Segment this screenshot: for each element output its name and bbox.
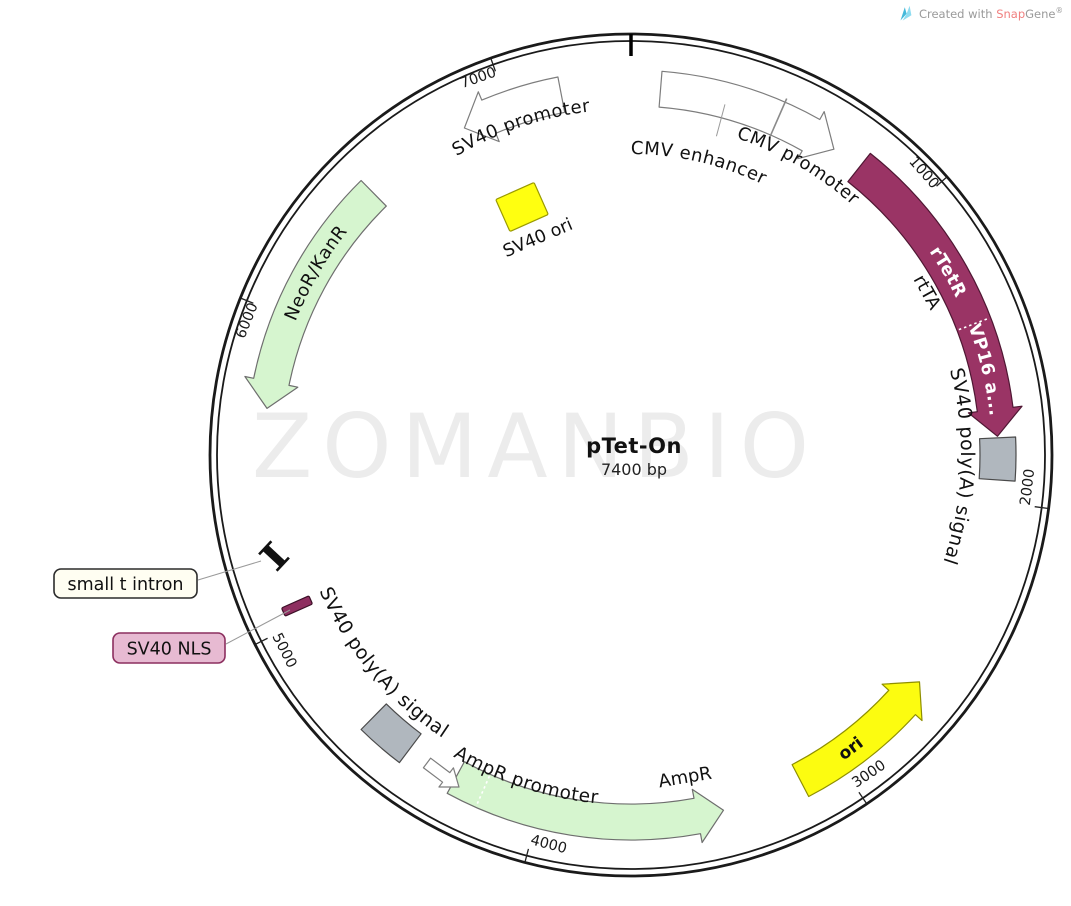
feature-sv40-polya-left	[360, 703, 422, 764]
tick-label-4000: 4000	[529, 832, 569, 857]
marker-ampr-promoter-arrow	[422, 757, 460, 788]
small-t-intron-box	[53, 568, 198, 599]
leader-sv40-nls-box	[225, 609, 291, 645]
marker-sv40-ori-box	[495, 182, 549, 232]
feature-ori-arrow	[791, 681, 923, 798]
plasmid-name: pTet-On	[586, 434, 682, 458]
tick-label-1000: 1000	[905, 154, 941, 192]
tick-1000	[936, 177, 947, 187]
tick-6000	[241, 297, 254, 304]
feature-neor-kanr-arrow	[244, 179, 387, 409]
divider-cmv-arrow-485	[768, 98, 788, 139]
tick-2000	[1034, 506, 1048, 509]
plasmid-size: 7400 bp	[600, 460, 668, 479]
feature-ampr-arrow	[446, 761, 725, 844]
tick-label-2000: 2000	[1018, 468, 1039, 507]
watermark: ZOMANBIO	[251, 395, 820, 498]
feature-sv40-promoter-arrow	[463, 76, 566, 143]
marker-sv40-nls-bar	[281, 595, 313, 617]
sv40-nls-box	[112, 632, 226, 664]
marker-small-t-intron-glyph	[258, 540, 290, 572]
snapgene-logo-icon	[900, 5, 912, 21]
tick-5000	[255, 637, 268, 645]
credit-brand: Snap	[996, 6, 1026, 21]
leader-cmv-enhancer-leader	[715, 104, 726, 137]
label-ampr-label: AmpR	[657, 763, 714, 793]
feature-sv40-polya-right	[978, 436, 1017, 482]
feature-cmv-arrow	[658, 70, 835, 160]
tick-4000	[524, 848, 530, 862]
tick-3000	[858, 791, 867, 804]
credit-text: Created with SnapGene®	[918, 6, 1063, 21]
plasmid-title-block: pTet-On 7400 bp	[434, 434, 834, 479]
label-polya-right-label: SV40 poly(A) signal	[938, 366, 978, 568]
tick-7000	[490, 58, 497, 72]
label-sv40-nls-box: SV40 NLS	[127, 639, 212, 659]
label-small-t-intron-box: small t intron	[67, 575, 183, 595]
leader-small-t-intron-box	[197, 560, 262, 581]
credit-line: Created with SnapGene®	[898, 5, 1063, 22]
feature-rtetr-arrow	[847, 152, 1023, 437]
